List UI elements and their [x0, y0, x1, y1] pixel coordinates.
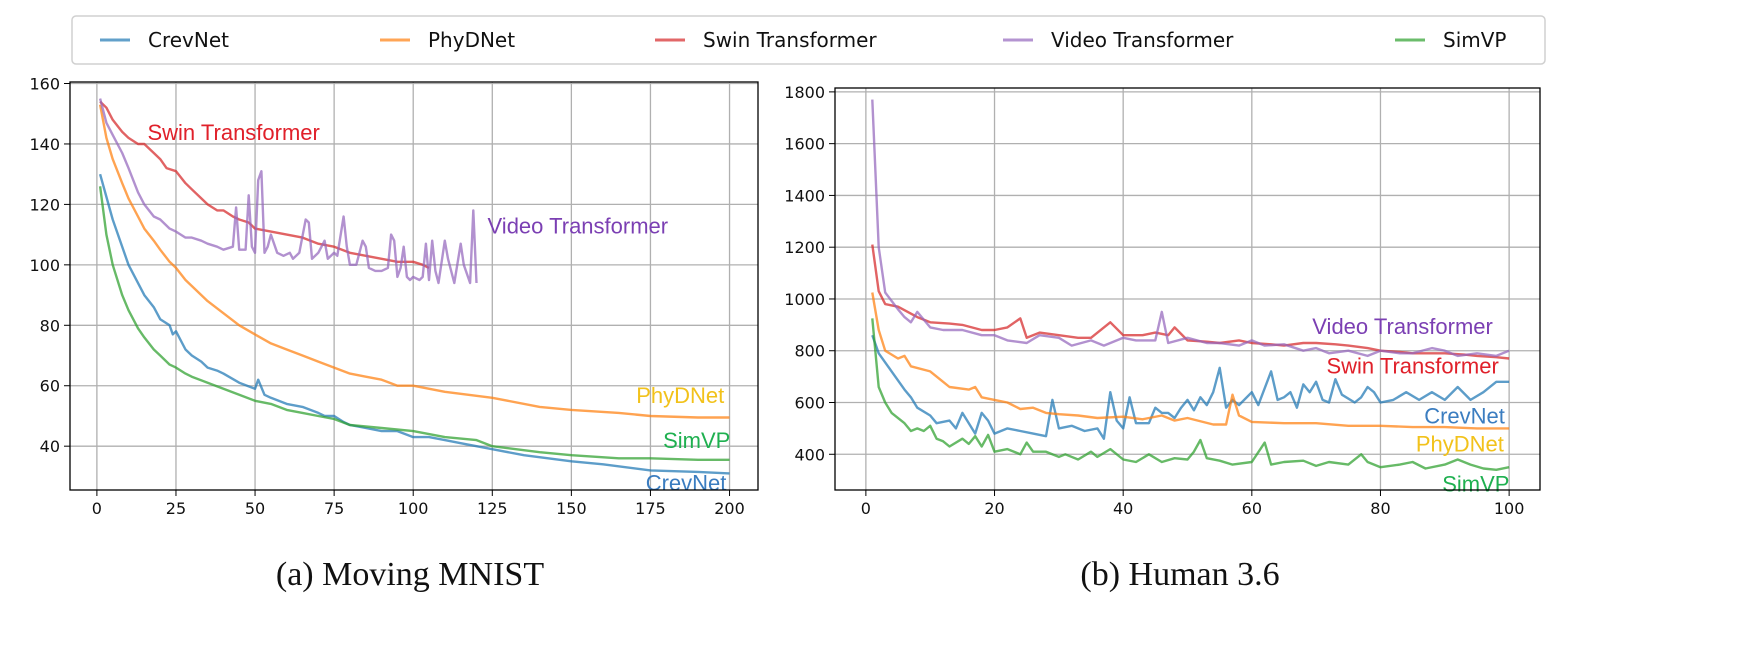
legend-item-swin-transformer: Swin Transformer	[655, 28, 877, 52]
legend-label: SimVP	[1443, 28, 1506, 52]
caption-a: (a) Moving MNIST	[276, 556, 544, 593]
y-tick-label: 40	[40, 437, 60, 456]
series-line-simvp	[871, 318, 1510, 471]
legend-label: CrevNet	[148, 28, 229, 52]
series-line-swin-transformer	[99, 100, 430, 269]
legend-item-simvp: SimVP	[1395, 28, 1506, 52]
x-tick-label: 60	[1242, 499, 1262, 518]
x-tick-label: 80	[1370, 499, 1390, 518]
x-tick-label: 100	[398, 499, 429, 518]
legend-label: PhyDNet	[428, 28, 515, 52]
plot-area	[835, 88, 1540, 490]
x-tick-label: 25	[166, 499, 186, 518]
y-tick-label: 1600	[784, 135, 825, 154]
series-line-simvp	[98, 186, 730, 461]
annotation-swin-transformer: Swin Transformer	[147, 120, 319, 145]
chart-moving-mnist: 0 25 50 75 100 125 150 175 200 40 60 80 100 120 140 160…	[29, 75, 759, 518]
annotation-phydnet: PhyDNet	[636, 383, 724, 408]
x-tick-label: 125	[477, 499, 508, 518]
series-line-crevnet	[98, 173, 730, 475]
series-line-video-transformer	[871, 99, 1510, 358]
y-tick-label: 160	[29, 75, 60, 94]
y-tick-label: 1800	[784, 83, 825, 102]
y-tick-label: 100	[29, 256, 60, 275]
series-line-crevnet	[871, 334, 1510, 440]
y-tick-label: 600	[794, 394, 825, 413]
x-tick-label: 0	[861, 499, 871, 518]
series-line-phydnet	[871, 292, 1510, 430]
y-tick-label: 1000	[784, 290, 825, 309]
axes-frame	[834, 87, 1541, 491]
y-tick-label: 140	[29, 135, 60, 154]
annotation-swin-transformer: Swin Transformer	[1326, 353, 1498, 378]
x-tick-label: 50	[245, 499, 265, 518]
legend-item-video-transformer: Video Transformer	[1003, 28, 1234, 52]
legend-label: Video Transformer	[1051, 28, 1234, 52]
plot-area	[70, 82, 758, 490]
annotation-video-transformer: Video Transformer	[1312, 314, 1493, 339]
x-tick-label: 150	[556, 499, 587, 518]
y-tick-label: 1200	[784, 238, 825, 257]
annotation-video-transformer: Video Transformer	[488, 214, 669, 239]
y-tick-label: 80	[40, 316, 60, 335]
legend: CrevNet PhyDNet Swin Transformer Video Tran…	[71, 15, 1546, 65]
x-tick-label: 175	[635, 499, 666, 518]
x-tick-label: 100	[1494, 499, 1525, 518]
y-tick-label: 1400	[784, 186, 825, 205]
annotation-crevnet: CrevNet	[646, 470, 727, 495]
y-tick-label: 120	[29, 195, 60, 214]
caption-b: (b) Human 3.6	[1080, 556, 1279, 593]
x-tick-label: 0	[92, 499, 102, 518]
axes-frame	[69, 81, 759, 491]
x-tick-label: 20	[984, 499, 1004, 518]
x-tick-label: 40	[1113, 499, 1133, 518]
x-tick-label: 200	[714, 499, 745, 518]
annotation-simvp: SimVP	[663, 428, 730, 453]
legend-item-phydnet: PhyDNet	[380, 28, 515, 52]
y-tick-label: 800	[794, 342, 825, 361]
legend-label: Swin Transformer	[703, 28, 877, 52]
legend-box	[71, 15, 1546, 65]
annotation-phydnet: PhyDNet	[1416, 431, 1504, 456]
chart-human36: 0 20 40 60 80 100 400 600 800 1000 1200 1400 1600 180…	[784, 83, 1541, 518]
series-line-video-transformer	[98, 98, 478, 285]
legend-item-crevnet: CrevNet	[100, 28, 229, 52]
annotation-simvp: SimVP	[1442, 471, 1509, 496]
y-tick-label: 60	[40, 377, 60, 396]
x-tick-label: 75	[324, 499, 344, 518]
y-tick-label: 400	[794, 445, 825, 464]
annotation-crevnet: CrevNet	[1424, 403, 1505, 428]
series-line-phydnet	[98, 104, 730, 419]
